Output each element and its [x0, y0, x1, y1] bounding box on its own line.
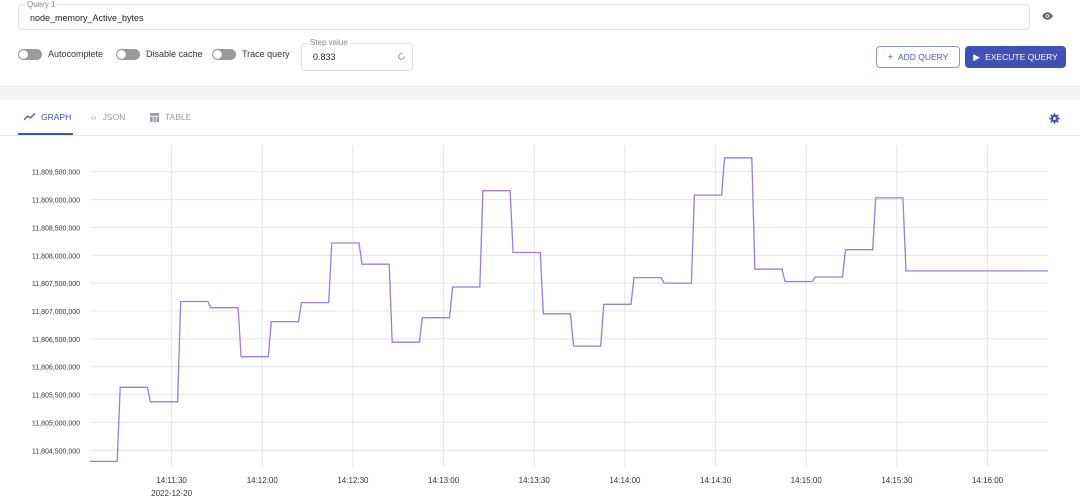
- y-tick-label: 11,809,000,000: [32, 198, 80, 205]
- execute-query-button[interactable]: ▶ EXECUTE QUERY: [965, 46, 1066, 68]
- execute-query-label: EXECUTE QUERY: [985, 52, 1058, 62]
- y-tick-label: 11,808,500,000: [32, 225, 80, 232]
- query-input[interactable]: Query 1 node_memory_Active_bytes: [18, 0, 1030, 30]
- disable-cache-toggle[interactable]: Disable cache: [116, 47, 203, 61]
- y-tick-label: 11,808,000,000: [32, 253, 80, 260]
- eye-icon[interactable]: [1041, 11, 1054, 21]
- y-tick-label: 11,807,000,000: [32, 309, 80, 316]
- x-tick-label: 14:15:30: [881, 476, 913, 485]
- tab-graph-label: GRAPH: [41, 112, 72, 122]
- results-panel: GRAPH ‹› JSON TABLE: [0, 100, 1080, 503]
- y-tick-label: 11,805,500,000: [32, 393, 80, 400]
- x-tick-label: 14:14:30: [700, 476, 732, 485]
- x-tick-label: 14:12:00: [247, 476, 279, 485]
- gear-icon[interactable]: [1049, 113, 1060, 124]
- graph-icon: [24, 113, 35, 121]
- trace-query-toggle[interactable]: Trace query: [212, 47, 290, 61]
- tab-json-label: JSON: [102, 112, 126, 122]
- query-panel: Query 1 node_memory_Active_bytes Autocom…: [0, 0, 1080, 87]
- trace-query-label: Trace query: [242, 49, 290, 59]
- y-tick-label: 11,805,000,000: [32, 420, 80, 427]
- x-date-label: 2022-12-20: [151, 489, 192, 498]
- x-tick-label: 14:16:00: [972, 476, 1004, 485]
- plus-icon: +: [887, 52, 893, 62]
- tab-graph[interactable]: GRAPH: [24, 112, 71, 122]
- x-tick-label: 14:13:30: [519, 476, 551, 485]
- tab-json[interactable]: ‹› JSON: [91, 112, 125, 122]
- autocomplete-label: Autocomplete: [48, 49, 104, 59]
- x-tick-label: 14:14:00: [609, 476, 641, 485]
- add-query-label: ADD QUERY: [897, 52, 949, 62]
- step-value-text[interactable]: 0.833: [313, 52, 336, 62]
- refresh-icon[interactable]: [397, 52, 406, 61]
- tab-bar: GRAPH ‹› JSON TABLE: [0, 100, 1080, 136]
- query-label: Query 1: [25, 0, 58, 9]
- y-tick-label: 11,806,000,000: [32, 365, 80, 372]
- query-expression[interactable]: node_memory_Active_bytes: [30, 13, 144, 23]
- step-value-input[interactable]: Step value 0.833: [301, 38, 413, 71]
- add-query-button[interactable]: + ADD QUERY: [876, 46, 960, 68]
- code-icon: ‹›: [91, 112, 97, 122]
- step-value-label: Step value: [308, 38, 350, 47]
- x-tick-label: 14:11:30: [156, 476, 187, 485]
- disable-cache-label: Disable cache: [146, 49, 203, 59]
- y-tick-label: 11,807,500,000: [32, 281, 80, 288]
- x-tick-label: 14:12:30: [337, 476, 369, 485]
- x-tick-label: 14:13:00: [428, 476, 460, 485]
- table-icon: [150, 112, 159, 122]
- memory-chart: 11,804,500,000 11,805,000,000 11,805,500,0…: [32, 145, 1048, 498]
- tab-table-label: TABLE: [165, 112, 192, 122]
- autocomplete-switch[interactable]: [18, 48, 42, 60]
- disable-cache-switch[interactable]: [116, 48, 140, 60]
- tab-table[interactable]: TABLE: [150, 112, 191, 122]
- x-tick-label: 14:15:00: [791, 476, 823, 485]
- active-tab-indicator: [18, 133, 73, 135]
- trace-query-switch[interactable]: [212, 48, 236, 60]
- series-line: [90, 157, 1048, 463]
- y-tick-label: 11,809,500,000: [32, 170, 80, 177]
- autocomplete-toggle[interactable]: Autocomplete: [18, 47, 103, 61]
- play-icon: ▶: [973, 51, 981, 62]
- y-tick-label: 11,806,500,000: [32, 337, 80, 344]
- y-tick-label: 11,804,500,000: [32, 448, 80, 455]
